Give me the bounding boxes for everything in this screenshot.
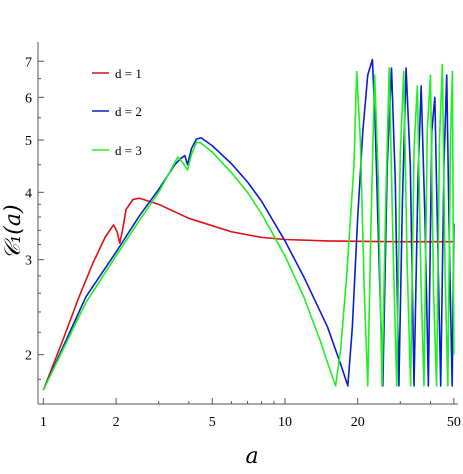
legend-label-d1: d = 1	[115, 66, 142, 81]
legend: d = 1 d = 2 d = 3	[92, 66, 142, 158]
y-axis-title: 𝒞₁(a)	[1, 204, 26, 259]
legend-label-d3: d = 3	[115, 143, 142, 158]
series-line-d3	[42, 63, 455, 391]
y-tick-label: 6	[25, 91, 32, 106]
y-tick-label: 7	[25, 55, 32, 70]
x-tick-label: 10	[278, 415, 292, 430]
series-line-d1	[42, 197, 454, 391]
x-tick-label: 20	[351, 415, 365, 430]
y-tick-label: 5	[25, 134, 32, 149]
series-layer	[42, 58, 455, 391]
x-tick-label: 1	[40, 415, 47, 430]
y-tick-label: 4	[25, 186, 32, 201]
x-ticks: 1 2 5 10 20 50	[40, 398, 461, 430]
x-axis-title: a	[245, 444, 258, 469]
x-tick-label: 50	[447, 415, 461, 430]
y-ticks: 2 3 4 5 6 7	[25, 55, 44, 380]
x-tick-label: 5	[209, 415, 216, 430]
y-tick-label: 2	[25, 349, 32, 364]
y-tick-label: 3	[25, 254, 32, 269]
legend-label-d2: d = 2	[115, 104, 142, 119]
x-tick-label: 2	[113, 415, 120, 430]
